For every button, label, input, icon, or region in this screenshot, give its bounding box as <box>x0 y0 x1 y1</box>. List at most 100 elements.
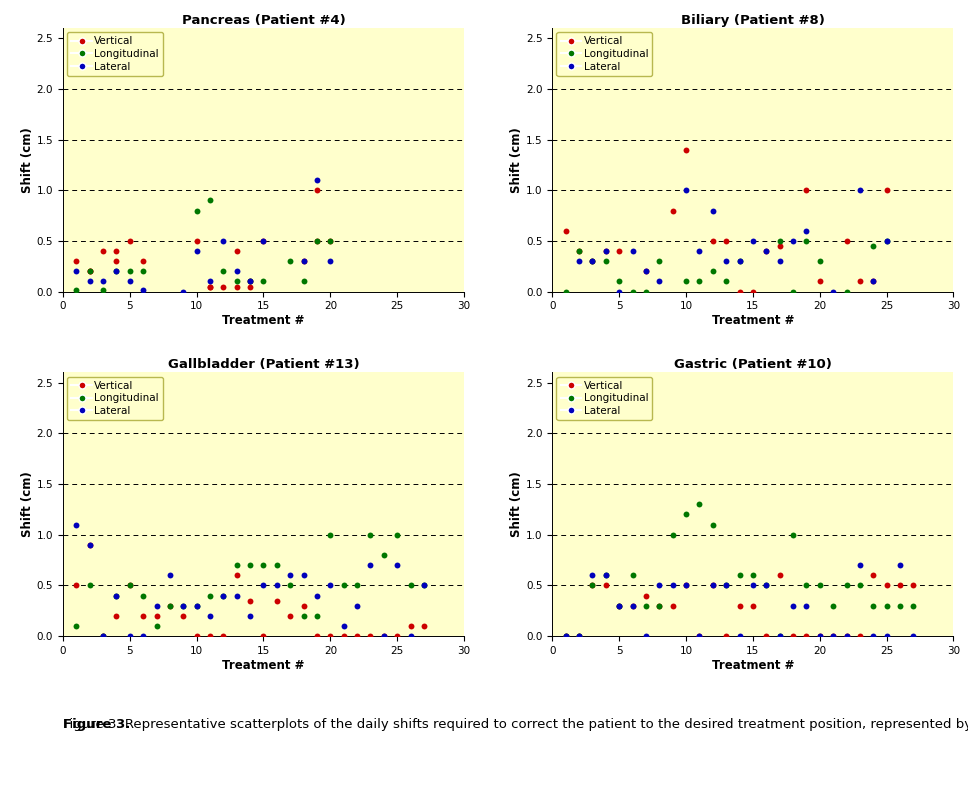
Point <box>852 558 867 571</box>
Point <box>283 610 298 622</box>
Point <box>732 254 747 267</box>
Point <box>879 599 894 612</box>
Point <box>852 275 867 288</box>
Title: Pancreas (Patient #4): Pancreas (Patient #4) <box>182 14 346 27</box>
Point <box>624 599 640 612</box>
Point <box>229 558 245 571</box>
Point <box>309 184 324 197</box>
Point <box>665 204 681 217</box>
Point <box>416 579 432 592</box>
Point <box>852 630 867 642</box>
Point <box>95 630 110 642</box>
Point <box>665 599 681 612</box>
Point <box>612 286 627 298</box>
Point <box>585 254 600 267</box>
Point <box>771 569 787 582</box>
Point <box>598 245 614 258</box>
Point <box>149 619 165 632</box>
Point <box>269 579 285 592</box>
Point <box>175 599 191 612</box>
Point <box>363 558 378 571</box>
Point <box>136 265 151 278</box>
Point <box>202 275 218 288</box>
Point <box>202 280 218 293</box>
Point <box>136 610 151 622</box>
Point <box>571 630 587 642</box>
Point <box>242 280 257 293</box>
Point <box>838 234 854 247</box>
Point <box>638 589 653 602</box>
Point <box>624 286 640 298</box>
Point <box>336 619 351 632</box>
Point <box>598 254 614 267</box>
Point <box>812 630 828 642</box>
Point <box>679 143 694 156</box>
Point <box>651 579 667 592</box>
Point <box>283 254 298 267</box>
Point <box>558 42 573 54</box>
Point <box>799 630 814 642</box>
X-axis label: Treatment #: Treatment # <box>223 314 305 327</box>
Point <box>229 245 245 258</box>
Point <box>732 599 747 612</box>
X-axis label: Treatment #: Treatment # <box>711 314 794 327</box>
Point <box>718 579 734 592</box>
Point <box>296 254 312 267</box>
Point <box>799 234 814 247</box>
Point <box>812 579 828 592</box>
Point <box>679 508 694 521</box>
Point <box>692 275 708 288</box>
Point <box>122 265 137 278</box>
Point <box>296 569 312 582</box>
Point <box>598 245 614 258</box>
Point <box>82 275 98 288</box>
Point <box>692 498 708 510</box>
Point <box>389 528 405 541</box>
Point <box>838 630 854 642</box>
Point <box>771 630 787 642</box>
Y-axis label: Shift (cm): Shift (cm) <box>510 127 523 193</box>
Point <box>651 254 667 267</box>
Point <box>799 184 814 197</box>
Point <box>283 569 298 582</box>
Point <box>136 254 151 267</box>
Point <box>571 630 587 642</box>
Point <box>665 528 681 541</box>
Point <box>122 579 137 592</box>
Point <box>322 630 338 642</box>
Point <box>216 589 231 602</box>
Point <box>692 630 708 642</box>
Point <box>349 630 365 642</box>
Point <box>202 610 218 622</box>
Point <box>229 589 245 602</box>
Point <box>229 265 245 278</box>
Point <box>759 245 774 258</box>
Point <box>95 630 110 642</box>
Point <box>322 254 338 267</box>
Point <box>163 599 178 612</box>
Point <box>242 594 257 607</box>
Point <box>296 599 312 612</box>
Point <box>229 280 245 293</box>
Point <box>242 610 257 622</box>
Point <box>336 579 351 592</box>
Point <box>377 630 392 642</box>
Point <box>242 275 257 288</box>
Point <box>651 275 667 288</box>
Point <box>732 569 747 582</box>
Point <box>651 599 667 612</box>
Point <box>718 275 734 288</box>
Point <box>349 599 365 612</box>
Point <box>202 630 218 642</box>
Point <box>558 630 573 642</box>
Point <box>108 254 124 267</box>
Point <box>269 594 285 607</box>
Point <box>309 610 324 622</box>
Point <box>679 275 694 288</box>
Point <box>585 254 600 267</box>
Title: Biliary (Patient #8): Biliary (Patient #8) <box>681 14 825 27</box>
Point <box>108 589 124 602</box>
Point <box>732 286 747 298</box>
Point <box>759 579 774 592</box>
Point <box>612 245 627 258</box>
